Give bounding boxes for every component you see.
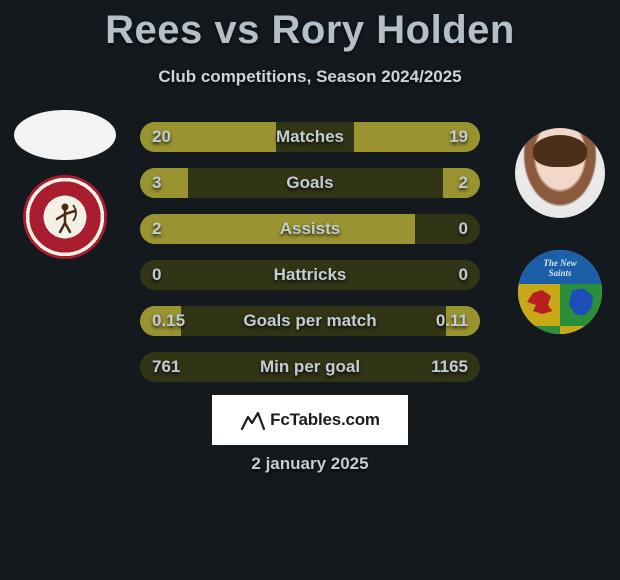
stat-label: Assists <box>140 214 480 244</box>
stat-label: Matches <box>140 122 480 152</box>
stats-table: 20 Matches 19 3 Goals 2 2 Assists 0 0 Ha… <box>140 122 480 398</box>
stat-label: Goals <box>140 168 480 198</box>
stat-right-value: 1165 <box>431 352 468 382</box>
stat-row-assists: 2 Assists 0 <box>140 214 480 244</box>
stat-label: Min per goal <box>140 352 480 382</box>
stat-right-value: 2 <box>459 168 468 198</box>
stat-label: Goals per match <box>140 306 480 336</box>
stat-row-gpm: 0.15 Goals per match 0.11 <box>140 306 480 336</box>
archer-icon <box>47 199 83 235</box>
crest-quadrant <box>518 326 560 334</box>
right-player-column: The NewSaints <box>500 128 620 334</box>
stat-label: Hattricks <box>140 260 480 290</box>
crest-quadrant <box>560 326 602 334</box>
left-player-column <box>0 110 130 259</box>
right-player-photo <box>515 128 605 218</box>
stat-row-hattricks: 0 Hattricks 0 <box>140 260 480 290</box>
stat-right-value: 19 <box>449 122 468 152</box>
comparison-card: Rees vs Rory Holden Club competitions, S… <box>0 0 620 580</box>
right-club-crest: The NewSaints <box>518 250 602 334</box>
watermark-link[interactable]: FcTables.com <box>212 395 408 445</box>
stat-right-value: 0 <box>459 260 468 290</box>
left-club-crest <box>23 175 107 259</box>
stat-row-matches: 20 Matches 19 <box>140 122 480 152</box>
watermark-text: FcTables.com <box>270 410 380 430</box>
stat-right-value: 0 <box>459 214 468 244</box>
watermark-icon <box>240 409 266 431</box>
page-title: Rees vs Rory Holden <box>0 0 620 53</box>
stat-row-mpg: 761 Min per goal 1165 <box>140 352 480 382</box>
subtitle: Club competitions, Season 2024/2025 <box>0 67 620 87</box>
stat-right-value: 0.11 <box>436 306 468 336</box>
crest-arc-text: The NewSaints <box>518 258 602 278</box>
left-player-photo <box>14 110 116 160</box>
stat-row-goals: 3 Goals 2 <box>140 168 480 198</box>
date-label: 2 january 2025 <box>0 454 620 474</box>
